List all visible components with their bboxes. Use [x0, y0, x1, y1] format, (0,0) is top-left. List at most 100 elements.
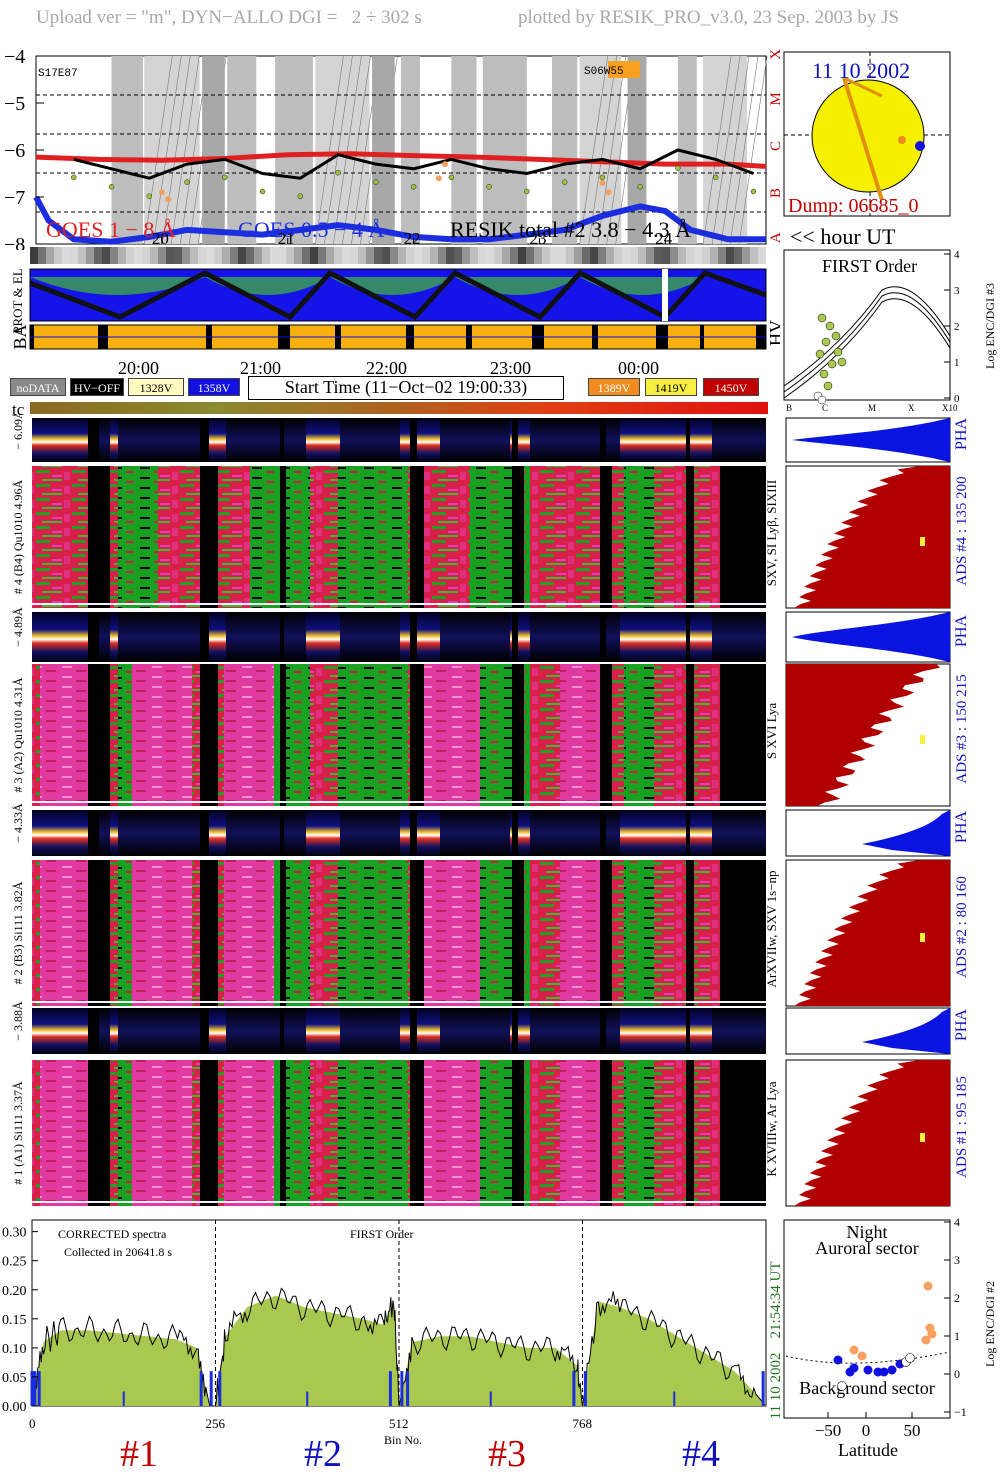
pha-dark-segment [226, 1008, 306, 1054]
el-stripe [310, 247, 318, 264]
pha-wavelength-label: − 4.33Å [11, 803, 25, 843]
pha-label: PHA [953, 615, 970, 647]
el-stripe [670, 247, 678, 264]
latitude-x-tick-label: 0 [862, 1421, 871, 1440]
spec-gap [686, 466, 694, 608]
spectrum-y-ticks: 0.30 0.25 0.20 0.15 0.10 0.05 0.00 [2, 1226, 38, 1415]
el-stripe [110, 247, 118, 264]
el-stripe [286, 247, 294, 264]
spectrum-side-date: 11 10 2002 [768, 1353, 782, 1420]
spectrum-y-tick-label: 0.10 [2, 1342, 27, 1357]
spec-lines-label: K XVIIIw, Ar Lya [764, 1081, 779, 1176]
resik-point [750, 188, 757, 195]
spec-gap [280, 466, 286, 608]
spec-green-segment [624, 860, 654, 1006]
first-order-ylabel: Log ENC/DGI #3 [983, 283, 997, 369]
el-stripe [198, 247, 206, 264]
first-order-point [837, 357, 847, 367]
first-order-point [815, 349, 825, 359]
sun-dump: Dump: 06685_0 [788, 195, 919, 217]
first-order-points [813, 313, 847, 405]
pha-gap [410, 612, 417, 662]
pha-gap [200, 612, 209, 662]
pha-dark-segment [340, 810, 400, 856]
el-stripe [102, 247, 110, 264]
shade-band [401, 56, 420, 244]
el-stripe [662, 247, 670, 264]
el-stripe [238, 247, 246, 264]
resik-point [675, 165, 681, 171]
channel-label: #1 [120, 1433, 158, 1475]
hatch-line [579, 55, 609, 245]
first-order-y-tick-label: 2 [954, 321, 960, 333]
spec-gap [410, 860, 424, 1006]
el-stripe [134, 247, 142, 264]
spec-gap [720, 466, 766, 608]
shade-band [677, 56, 697, 244]
pha-gap [200, 810, 209, 856]
el-stripe [30, 247, 38, 264]
el-stripe [454, 247, 462, 264]
hour-tick-label: 20 [152, 229, 169, 248]
series-line-1 [35, 151, 767, 169]
el-stripe [222, 247, 230, 264]
el-stripe [614, 247, 622, 264]
ads-profiles: PHA ADS #4 : 135 200 PHA ADS #3 : 150 215 PH… [785, 417, 970, 1207]
hatch-line [324, 55, 353, 245]
spec-gap [512, 860, 524, 1006]
pha-dark-segment [226, 810, 306, 856]
shade-band [552, 56, 578, 244]
el-stripe [574, 247, 582, 264]
resik-point [524, 188, 530, 195]
ads-marker [920, 735, 925, 744]
el-stripe [582, 247, 590, 264]
el-stripe [254, 247, 262, 264]
pha-dark-segment [712, 612, 766, 662]
class-tick-label: X [768, 49, 780, 60]
hv-legend-item: 1328V [128, 378, 184, 396]
resik-point [71, 174, 77, 181]
pha-gap [686, 612, 690, 662]
spectrum-x-tick-label: 0 [29, 1416, 36, 1431]
spec-gap [600, 664, 612, 806]
el-stripe [166, 247, 174, 264]
spec-pink-segment [40, 664, 90, 806]
spec-lines-label: SXV, SI Lyβ, SIXIII [764, 480, 779, 586]
pha-dark-segment [530, 1008, 620, 1054]
pha-gap [512, 418, 518, 462]
hatch-line [170, 55, 200, 245]
pha-gap [686, 418, 690, 462]
latitude-xlabel: Latitude [838, 1440, 898, 1460]
pha-profile [862, 810, 950, 856]
time-axis: 20:00 21:00 22:00 23:00 00:00 Start Time (11… [0, 358, 780, 403]
sun-date: 11 10 2002 [812, 58, 910, 83]
first-order-curve-2 [783, 292, 951, 393]
spec-green-segment [624, 664, 654, 806]
pha-dark-segment [340, 1008, 400, 1054]
pha-gap [600, 418, 606, 462]
spec-green-segment [338, 466, 408, 608]
spectrum-y-tick-label: 0.20 [2, 1284, 27, 1299]
spec-channel-label: # 4 (B4) Qu1010 4.96Å [11, 480, 25, 595]
start-time-label: Start Time (11−Oct−02 19:00:33) [284, 377, 528, 397]
hv-legend-item: HV−OFF [70, 378, 124, 396]
spec-pink-segment [40, 860, 90, 1006]
pha-profile [862, 1008, 950, 1054]
ads-profile [794, 1060, 950, 1206]
first-order-point [833, 347, 843, 357]
first-order-y-tick-label: 1 [954, 357, 960, 369]
latitude-point [879, 1367, 889, 1377]
hour-tick-label: 22 [404, 229, 421, 248]
el-stripe [94, 247, 102, 264]
spec-gap [280, 860, 286, 1006]
shade-band [703, 56, 748, 244]
el-stripe [486, 247, 494, 264]
header-left: Upload ver = "m", DYN−ALLO DGI = 2 ÷ 302… [36, 7, 422, 28]
spectrum-caption-1: CORRECTED spectra [58, 1227, 167, 1241]
hour-ticks: 20 21 22 23 24 [152, 229, 673, 248]
spec-gap [200, 860, 218, 1006]
ads-marker [920, 1133, 925, 1142]
hour-unit-label: << hour UT [790, 224, 896, 249]
el-stripe [470, 247, 478, 264]
latitude-y-tick-label: 2 [954, 1291, 960, 1305]
